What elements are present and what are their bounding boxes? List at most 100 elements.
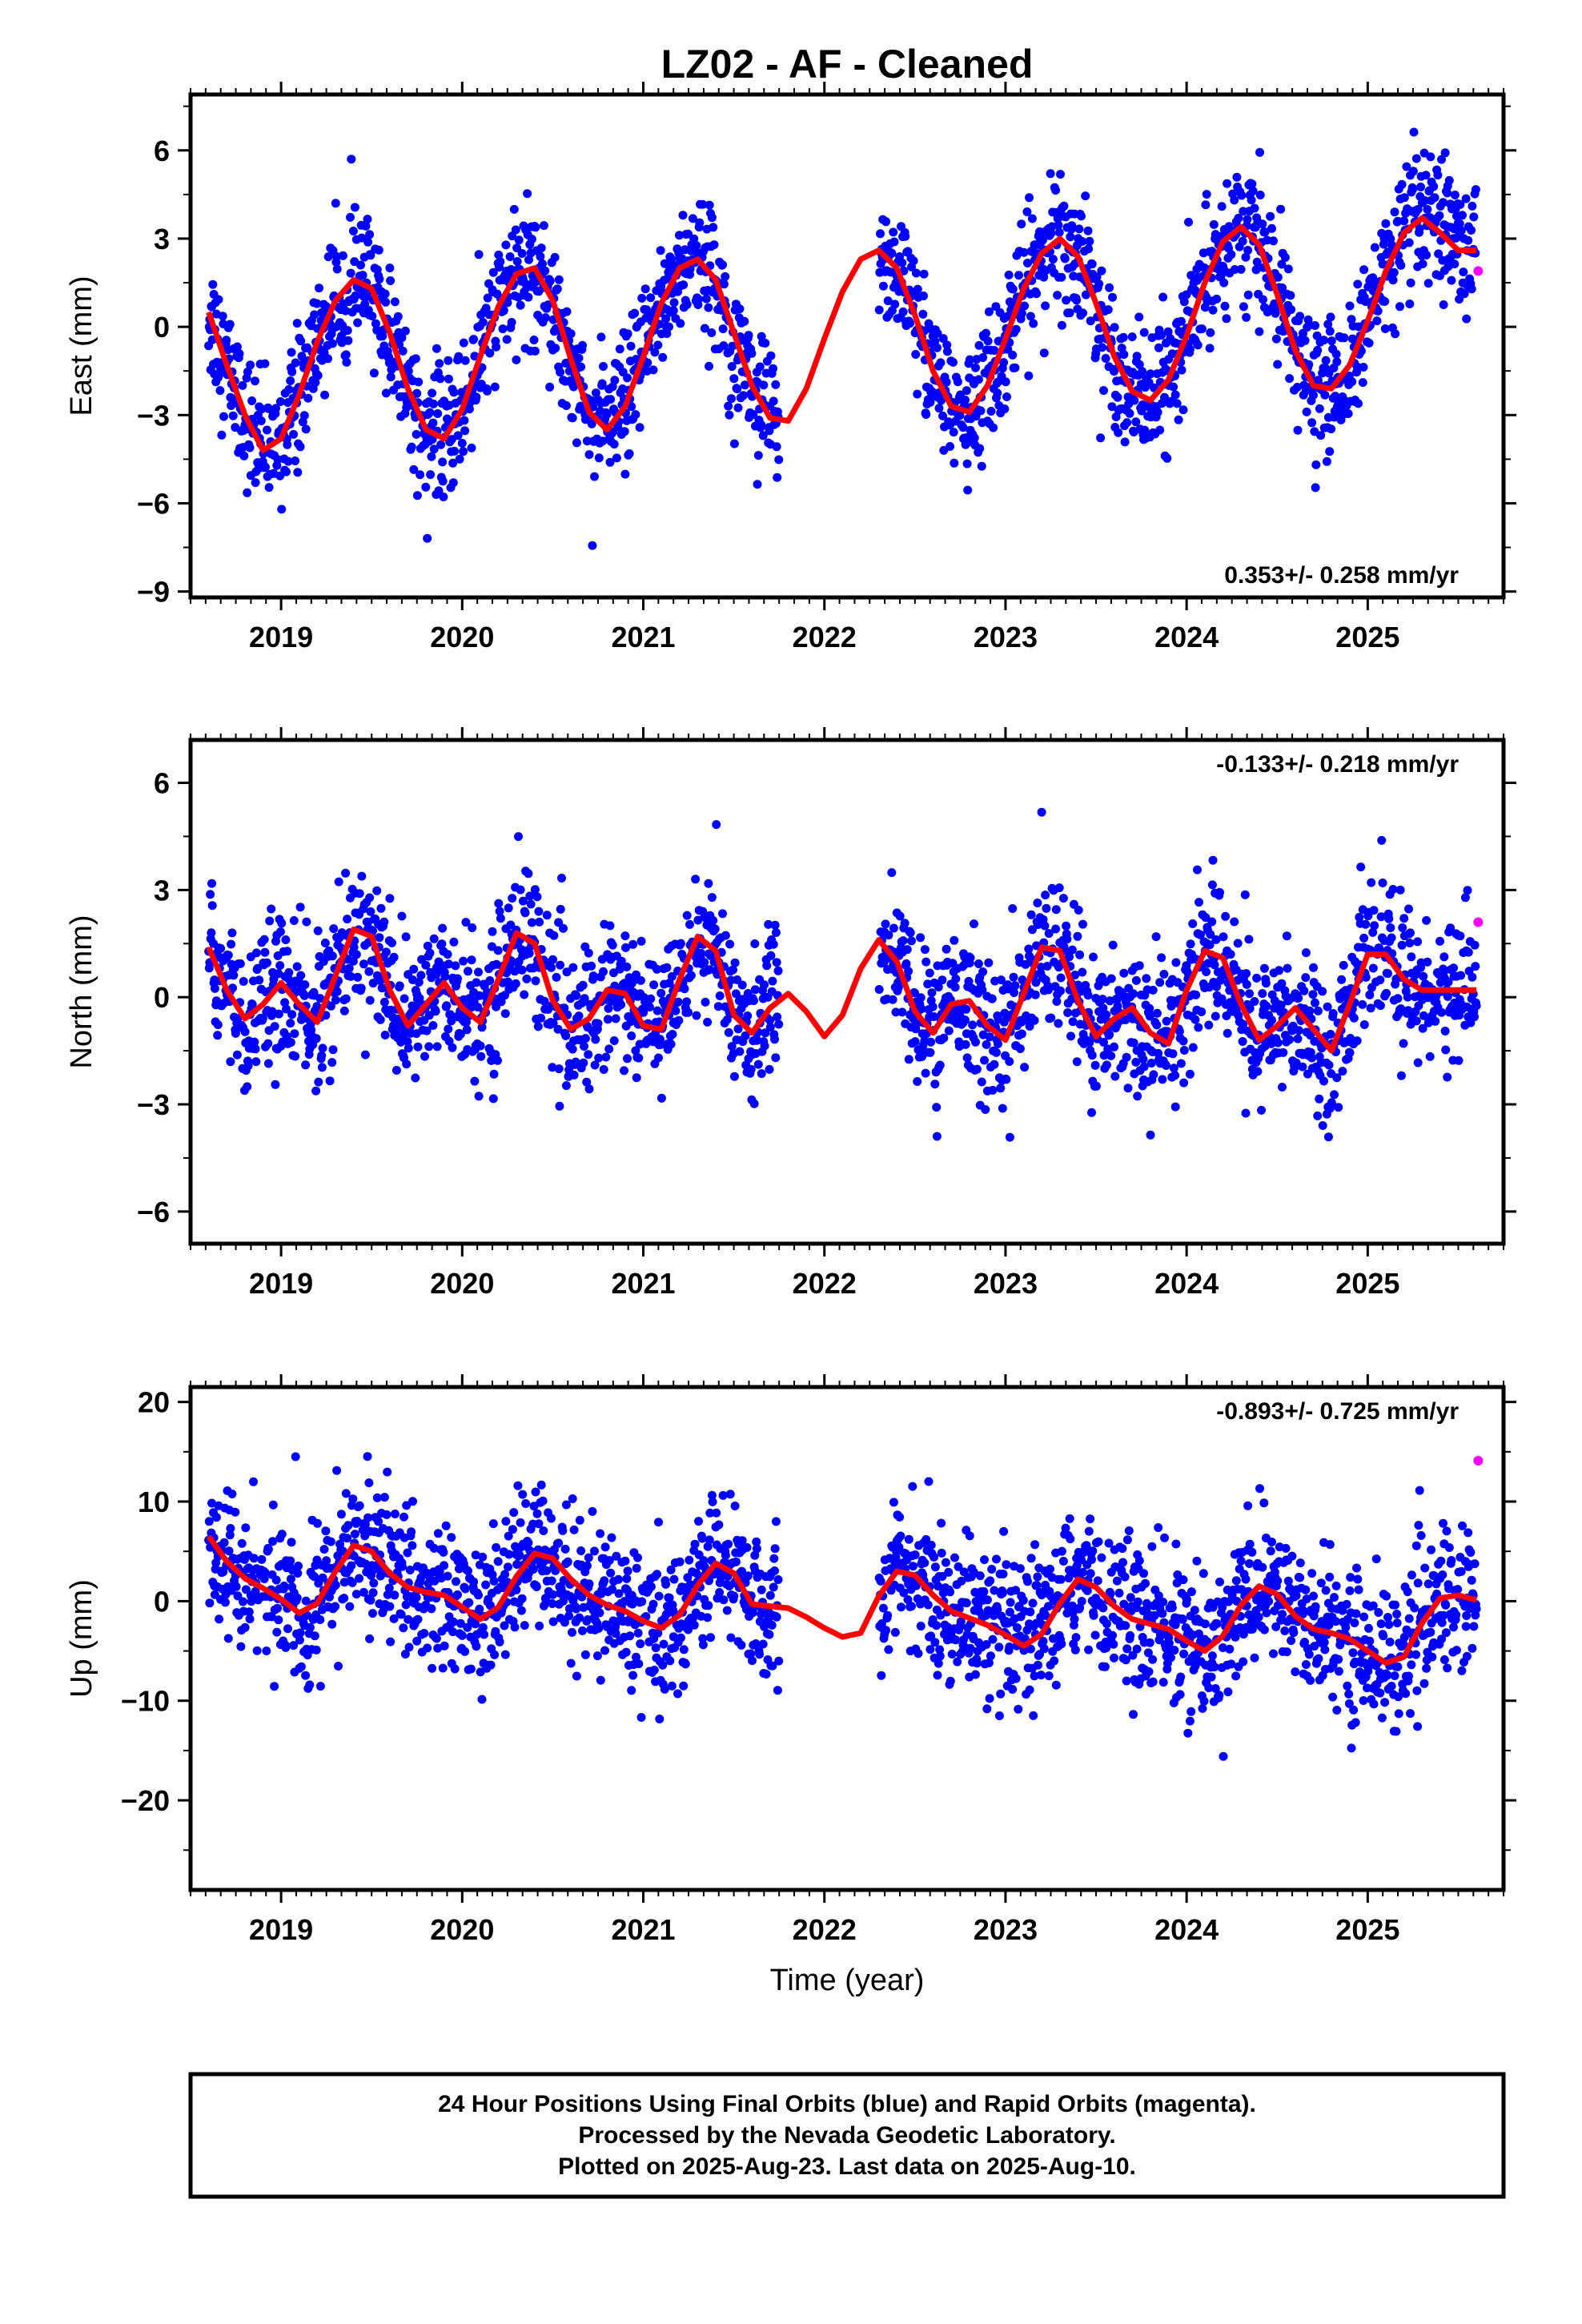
east-final-orbit-point — [883, 296, 893, 306]
east-final-orbit-point — [1144, 378, 1154, 387]
east-final-orbit-point — [1053, 291, 1062, 300]
north-final-orbit-point — [1179, 1046, 1189, 1055]
north-final-orbit-point — [271, 1080, 280, 1089]
east-final-orbit-point — [1471, 185, 1480, 195]
north-final-orbit-point — [1413, 1058, 1423, 1068]
east-final-orbit-point — [623, 329, 632, 339]
north-final-orbit-point — [1197, 1007, 1207, 1016]
east-final-orbit-point — [483, 386, 492, 396]
north-final-orbit-point — [1026, 910, 1036, 919]
north-final-orbit-point — [707, 893, 717, 903]
east-final-orbit-point — [246, 360, 255, 370]
east-final-orbit-point — [932, 343, 942, 352]
east-final-orbit-point — [890, 300, 900, 309]
east-final-orbit-point — [596, 332, 606, 342]
north-final-orbit-point — [428, 1021, 438, 1030]
north-final-orbit-point — [327, 1058, 337, 1068]
north-final-orbit-point — [1008, 904, 1018, 913]
north-final-orbit-point — [1324, 1060, 1334, 1070]
north-final-orbit-point — [1245, 989, 1254, 999]
north-final-orbit-point — [1419, 971, 1428, 981]
north-final-orbit-point — [766, 951, 776, 960]
north-final-orbit-point — [1435, 936, 1444, 946]
north-final-orbit-point — [1186, 939, 1195, 949]
east-final-orbit-point — [1311, 483, 1320, 493]
north-final-orbit-point — [1399, 914, 1409, 923]
east-final-orbit-point — [1111, 412, 1121, 421]
north-final-orbit-point — [489, 1069, 499, 1079]
east-final-orbit-point — [700, 324, 709, 333]
east-final-orbit-point — [346, 212, 355, 222]
east-final-orbit-point — [1054, 220, 1063, 230]
north-final-orbit-point — [1464, 947, 1473, 957]
east-final-orbit-point — [1327, 336, 1336, 346]
north-final-orbit-point — [459, 956, 468, 966]
east-final-orbit-point — [472, 392, 481, 402]
north-final-orbit-point — [1083, 991, 1093, 1000]
north-final-orbit-point — [1273, 1038, 1283, 1047]
north-final-orbit-point — [730, 958, 740, 967]
east-final-orbit-point — [648, 365, 658, 375]
north-final-orbit-point — [526, 899, 536, 909]
north-final-orbit-point — [901, 959, 911, 968]
east-final-orbit-point — [942, 377, 951, 387]
north-final-orbit-point — [916, 933, 926, 943]
up-final-orbit-point — [321, 1526, 331, 1536]
north-final-orbit-point — [1194, 1023, 1203, 1032]
north-final-orbit-point — [351, 950, 361, 959]
north-final-orbit-point — [1258, 989, 1267, 999]
north-ytick-label: 0 — [154, 981, 170, 1014]
east-final-orbit-point — [1408, 167, 1418, 176]
east-final-orbit-point — [1202, 190, 1211, 199]
east-final-orbit-point — [1172, 399, 1182, 408]
north-final-orbit-point — [416, 971, 426, 980]
north-final-orbit-point — [372, 886, 382, 895]
north-final-orbit-point — [1315, 1094, 1324, 1104]
north-final-orbit-point — [1406, 928, 1415, 938]
north-final-orbit-point — [1195, 898, 1203, 907]
north-final-orbit-point — [375, 1015, 385, 1024]
east-final-orbit-point — [949, 357, 958, 367]
up-final-orbit-point — [404, 1642, 414, 1652]
east-final-orbit-point — [455, 454, 464, 464]
east-final-orbit-point — [1197, 324, 1207, 334]
east-final-orbit-point — [357, 233, 367, 243]
east-final-orbit-point — [435, 359, 444, 368]
north-final-orbit-point — [536, 1013, 545, 1023]
north-final-orbit-point — [1318, 1121, 1327, 1130]
north-final-orbit-point — [962, 1004, 971, 1014]
north-final-orbit-point — [1278, 1083, 1287, 1092]
east-final-orbit-point — [1467, 284, 1476, 294]
north-final-orbit-point — [749, 1099, 759, 1108]
north-final-orbit-point — [1423, 957, 1432, 967]
up-final-orbit-point — [383, 1467, 392, 1477]
east-final-orbit-point — [485, 348, 495, 358]
north-final-orbit-point — [1386, 923, 1395, 932]
north-final-orbit-point — [251, 948, 261, 958]
east-final-orbit-point — [1391, 329, 1400, 339]
east-final-orbit-point — [235, 349, 244, 359]
north-final-orbit-point — [1242, 969, 1251, 979]
east-final-orbit-point — [637, 293, 647, 303]
east-final-orbit-point — [1339, 333, 1349, 343]
east-final-orbit-point — [610, 376, 620, 385]
north-final-orbit-point — [611, 1014, 620, 1023]
north-final-orbit-point — [431, 1007, 440, 1016]
east-final-orbit-point — [1286, 291, 1295, 300]
north-final-orbit-point — [366, 907, 375, 916]
north-final-orbit-point — [569, 1070, 579, 1080]
east-final-orbit-point — [232, 342, 242, 352]
east-xtick-label: 2023 — [974, 621, 1038, 653]
north-final-orbit-point — [1309, 963, 1318, 972]
east-final-orbit-point — [425, 408, 435, 417]
east-final-orbit-point — [1103, 305, 1113, 315]
north-final-orbit-point — [703, 1017, 713, 1027]
east-final-orbit-point — [1459, 267, 1468, 277]
east-final-orbit-point — [615, 344, 624, 354]
east-final-orbit-point — [772, 442, 781, 452]
east-final-orbit-point — [707, 213, 717, 223]
east-final-orbit-point — [1381, 219, 1391, 228]
east-final-orbit-point — [718, 324, 728, 334]
north-final-orbit-point — [968, 1020, 978, 1030]
east-final-orbit-point — [774, 455, 784, 464]
